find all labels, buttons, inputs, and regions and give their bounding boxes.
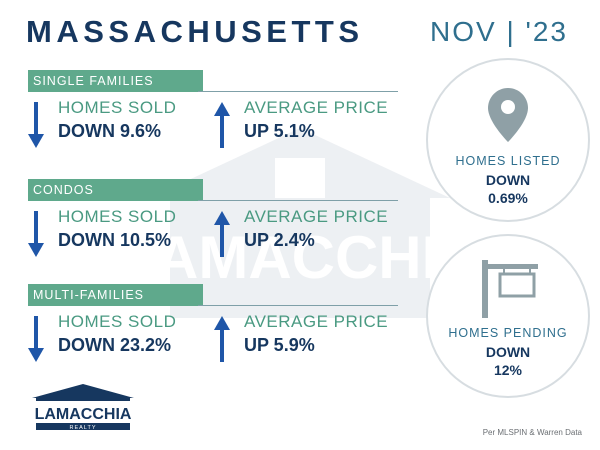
homes-pending-label: HOMES PENDING	[448, 326, 568, 340]
homes-listed-direction: DOWN	[485, 172, 531, 188]
section-divider	[198, 91, 398, 92]
average-price-value: UP 5.9%	[244, 335, 315, 355]
section-multi-families: MULTI-FAMILIES HOMES SOLD DOWN 23.2% AVE…	[28, 284, 400, 362]
average-price-label: AVERAGE PRICE	[244, 98, 389, 117]
up-arrow-icon	[214, 316, 230, 362]
page-title: MASSACHUSETTS	[26, 14, 364, 49]
sign-post-icon	[482, 260, 538, 318]
homes-sold-value: DOWN 23.2%	[58, 335, 172, 355]
section-banner: SINGLE FAMILIES	[28, 70, 203, 92]
homes-sold-label: HOMES SOLD	[58, 207, 177, 226]
average-price-label: AVERAGE PRICE	[244, 312, 389, 331]
data-source-note: Per MLSPIN & Warren Data	[482, 428, 582, 437]
average-price-value: UP 5.1%	[244, 121, 315, 141]
section-banner: CONDOS	[28, 179, 203, 201]
homes-listed-circle: HOMES LISTED DOWN 0.69%	[426, 58, 590, 222]
lamacchia-logo: LAMACCHIA REALTY	[32, 384, 134, 431]
homes-sold-label: HOMES SOLD	[58, 312, 177, 331]
logo-brand-text: LAMACCHIA	[35, 406, 132, 423]
location-pin-icon	[488, 88, 528, 142]
average-price-value: UP 2.4%	[244, 230, 315, 250]
section-banner: MULTI-FAMILIES	[28, 284, 203, 306]
down-arrow-icon	[28, 211, 44, 257]
homes-listed-label: HOMES LISTED	[455, 154, 561, 168]
down-arrow-icon	[28, 102, 44, 148]
section-condos: CONDOS HOMES SOLD DOWN 10.5% AVERAGE PRI…	[28, 179, 400, 257]
up-arrow-icon	[214, 211, 230, 257]
homes-pending-circle: HOMES PENDING DOWN 12%	[426, 234, 590, 398]
homes-sold-value: DOWN 10.5%	[58, 230, 172, 250]
homes-pending-direction: DOWN	[485, 344, 531, 360]
section-single-families: SINGLE FAMILIES HOMES SOLD DOWN 9.6% AVE…	[28, 70, 400, 148]
homes-sold-value: DOWN 9.6%	[58, 121, 162, 141]
section-divider	[198, 200, 398, 201]
down-arrow-icon	[28, 316, 44, 362]
report-date: NOV | '23	[430, 16, 568, 47]
homes-sold-label: HOMES SOLD	[58, 98, 177, 117]
logo-sub-text: REALTY	[70, 425, 97, 431]
homes-pending-value: 12%	[493, 362, 523, 378]
average-price-label: AVERAGE PRICE	[244, 207, 389, 226]
up-arrow-icon	[214, 102, 230, 148]
homes-listed-value: 0.69%	[488, 190, 528, 206]
section-divider	[198, 305, 398, 306]
